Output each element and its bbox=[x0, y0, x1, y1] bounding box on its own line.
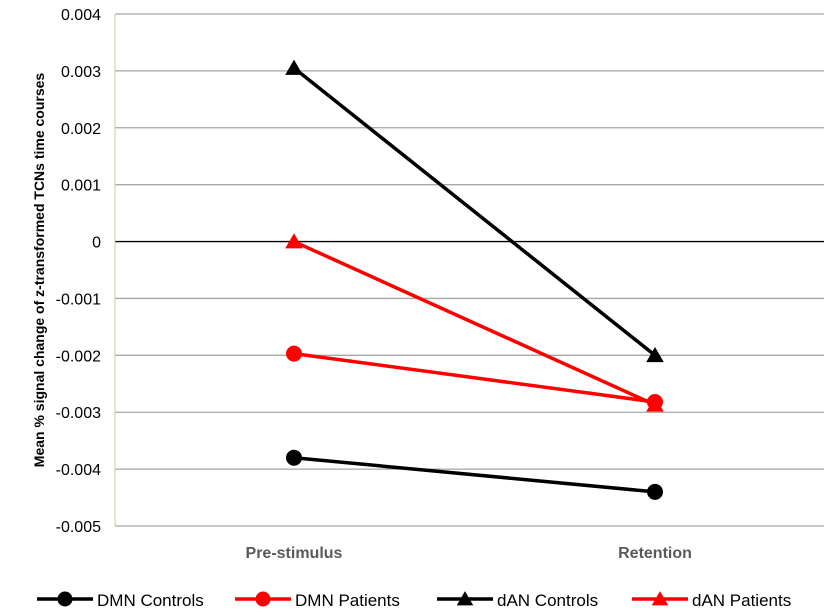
y-tick-label: 0.001 bbox=[61, 178, 101, 195]
y-tick-label: 0.003 bbox=[61, 64, 101, 81]
y-tick-label: -0.004 bbox=[56, 462, 101, 479]
series-line bbox=[293, 239, 656, 407]
data-point bbox=[647, 483, 663, 500]
legend-marker bbox=[255, 591, 271, 607]
y-tick-label: -0.002 bbox=[56, 348, 101, 365]
data-point bbox=[646, 346, 664, 363]
legend-label: dAN Patients bbox=[692, 591, 791, 610]
y-tick-label: -0.001 bbox=[56, 291, 101, 308]
legend-marker bbox=[651, 591, 669, 606]
series-line bbox=[293, 455, 656, 494]
y-tick-labels: 0.004 0.003 0.002 0.001 0 -0.001 -0.002 -0.003 -… bbox=[56, 7, 101, 536]
series-dan-controls bbox=[285, 59, 664, 363]
y-tick-label: 0 bbox=[92, 235, 101, 252]
gridlines bbox=[115, 13, 824, 527]
legend-marker bbox=[456, 591, 474, 606]
data-point bbox=[286, 449, 302, 466]
data-point bbox=[285, 59, 303, 75]
data-point bbox=[285, 233, 303, 249]
legend-item: dAN Patients bbox=[632, 591, 791, 610]
y-tick-label: 0.004 bbox=[61, 7, 101, 24]
series-dan-patients bbox=[285, 233, 664, 412]
legend-item: DMN Patients bbox=[235, 591, 400, 610]
legend-item: dAN Controls bbox=[437, 591, 598, 610]
x-category-label: Retention bbox=[618, 545, 692, 562]
data-point bbox=[646, 396, 664, 412]
legend: DMN Controls DMN Patients dAN Controls dAN … bbox=[37, 591, 791, 610]
y-axis-title: Mean % signal change of z-transformed TC… bbox=[31, 73, 47, 468]
y-tick-label: -0.003 bbox=[56, 405, 101, 422]
legend-item: DMN Controls bbox=[37, 591, 204, 610]
series-line bbox=[293, 351, 656, 404]
series-dmn-controls bbox=[286, 449, 663, 500]
y-tick-label: 0.002 bbox=[61, 121, 101, 138]
axes bbox=[114, 14, 824, 526]
series-line bbox=[292, 66, 657, 357]
legend-label: dAN Controls bbox=[497, 591, 598, 610]
data-point bbox=[286, 345, 302, 362]
series-group bbox=[285, 59, 664, 500]
x-category-label: Pre-stimulus bbox=[246, 545, 343, 562]
legend-label: DMN Controls bbox=[97, 591, 204, 610]
y-tick-label: -0.005 bbox=[56, 519, 101, 536]
legend-label: DMN Patients bbox=[295, 591, 400, 610]
x-category-labels: Pre-stimulus Retention bbox=[246, 545, 692, 562]
legend-marker bbox=[57, 591, 73, 607]
